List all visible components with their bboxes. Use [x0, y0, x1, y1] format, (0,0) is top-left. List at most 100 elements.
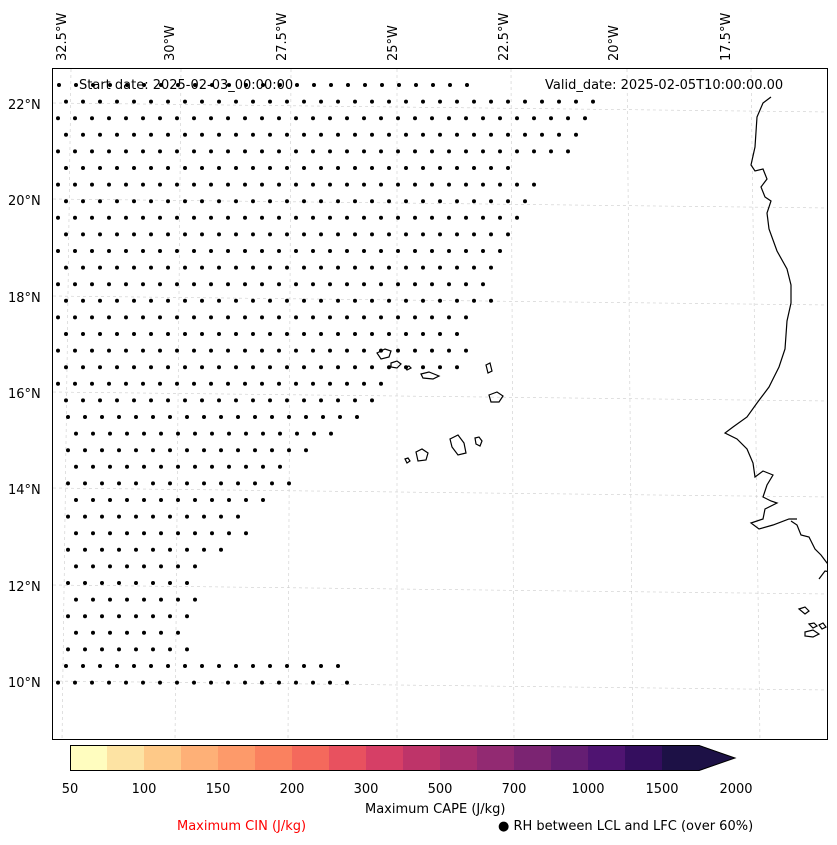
rh-dot [226, 149, 230, 154]
rh-dot [260, 381, 264, 386]
rh-dot [379, 282, 383, 287]
rh-dot [108, 498, 112, 502]
rh-dot [396, 116, 400, 121]
rh-dot [66, 547, 70, 552]
rh-dot [243, 680, 247, 685]
rh-dot [404, 166, 408, 170]
rh-dot [311, 116, 315, 121]
colorbar-bin [551, 745, 589, 771]
rh-dot [370, 99, 374, 104]
rh-dot [168, 481, 172, 486]
rh-dot [251, 232, 255, 237]
cin-legend-label: Maximum CIN (J/kg) [177, 819, 307, 834]
rh-dot [98, 365, 102, 370]
rh-dot [158, 282, 162, 287]
rh-dot [243, 182, 247, 187]
rh-dot [200, 132, 204, 137]
rh-dot [132, 232, 136, 237]
rh-dot [234, 199, 238, 204]
rh-dot [464, 116, 468, 121]
rh-dot [498, 182, 502, 187]
rh-dot [98, 132, 102, 137]
rh-dot [421, 265, 425, 270]
rh-dot [396, 282, 400, 287]
rh-dot [64, 365, 68, 370]
rh-dot [124, 282, 128, 287]
rh-dot [210, 531, 214, 536]
rh-dot [202, 415, 206, 419]
rh-dot [404, 298, 408, 303]
rh-dot [353, 166, 357, 170]
lat-label-22n: 22°N [8, 98, 41, 113]
rh-dot [91, 431, 95, 436]
rh-dot [328, 149, 332, 154]
rh-dot [226, 282, 230, 287]
rh-dot [158, 315, 162, 320]
rh-dot [336, 332, 340, 336]
rh-dot [149, 365, 153, 370]
rh-dot [328, 680, 332, 685]
rh-dot [209, 215, 213, 220]
rh-dot [73, 149, 77, 154]
rh-dot [159, 431, 163, 436]
rh-dot [370, 166, 374, 170]
rh-dot [498, 215, 502, 220]
rh-dot [438, 265, 442, 270]
rh-dot [149, 398, 153, 403]
rh-dot [353, 99, 357, 104]
rh-dot [243, 282, 247, 287]
rh-dot [108, 531, 112, 536]
rh-dot [74, 531, 78, 536]
rh-dot [251, 398, 255, 403]
rh-dot [319, 166, 323, 170]
rh-dot [210, 498, 214, 502]
rh-dot [243, 249, 247, 253]
rh-dot [302, 232, 306, 237]
rh-dot [234, 232, 238, 237]
rh-dot [64, 232, 68, 237]
colorbar-bin [662, 745, 699, 771]
rh-dot [219, 415, 223, 419]
rh-dot [336, 132, 340, 137]
lon-label-22-5w: 22.5°W [497, 12, 512, 61]
rh-dot [115, 398, 119, 403]
rh-dot [91, 630, 95, 635]
rh-dot [472, 199, 476, 204]
rh-dot [142, 630, 146, 635]
rh-dot [253, 481, 257, 486]
rh-dot [217, 166, 221, 170]
rh-dot [481, 215, 485, 220]
rh-dot [260, 315, 264, 320]
rh-dot [447, 149, 451, 154]
rh-dot [328, 215, 332, 220]
rh-dot [202, 547, 206, 552]
rh-dot [185, 448, 189, 453]
rh-dot [464, 215, 468, 220]
rh-dot [277, 282, 281, 287]
map-panel[interactable] [52, 68, 828, 740]
rh-dot [549, 149, 553, 154]
rh-dot [244, 83, 248, 87]
colorbar-bin [292, 745, 330, 771]
rh-dot [83, 647, 87, 652]
rh-dot [413, 282, 417, 287]
rh-dot [404, 265, 408, 270]
lon-label-25w: 25°W [386, 25, 401, 61]
rh-dot [90, 149, 94, 154]
rh-dot [277, 315, 281, 320]
rh-dot [149, 132, 153, 137]
rh-dot [234, 166, 238, 170]
rh-dot [74, 431, 78, 436]
island-santa-luzia [404, 365, 413, 371]
rh-dot [336, 166, 340, 170]
rh-dot [285, 298, 289, 303]
rh-dot [319, 298, 323, 303]
rh-dot [285, 398, 289, 403]
rh-dot [125, 464, 129, 469]
lat-label-12n: 12°N [8, 580, 41, 595]
rh-dot [226, 182, 230, 187]
rh-dot [175, 249, 179, 253]
rh-dot [210, 431, 214, 436]
rh-dot [158, 249, 162, 253]
rh-dot [506, 99, 510, 104]
